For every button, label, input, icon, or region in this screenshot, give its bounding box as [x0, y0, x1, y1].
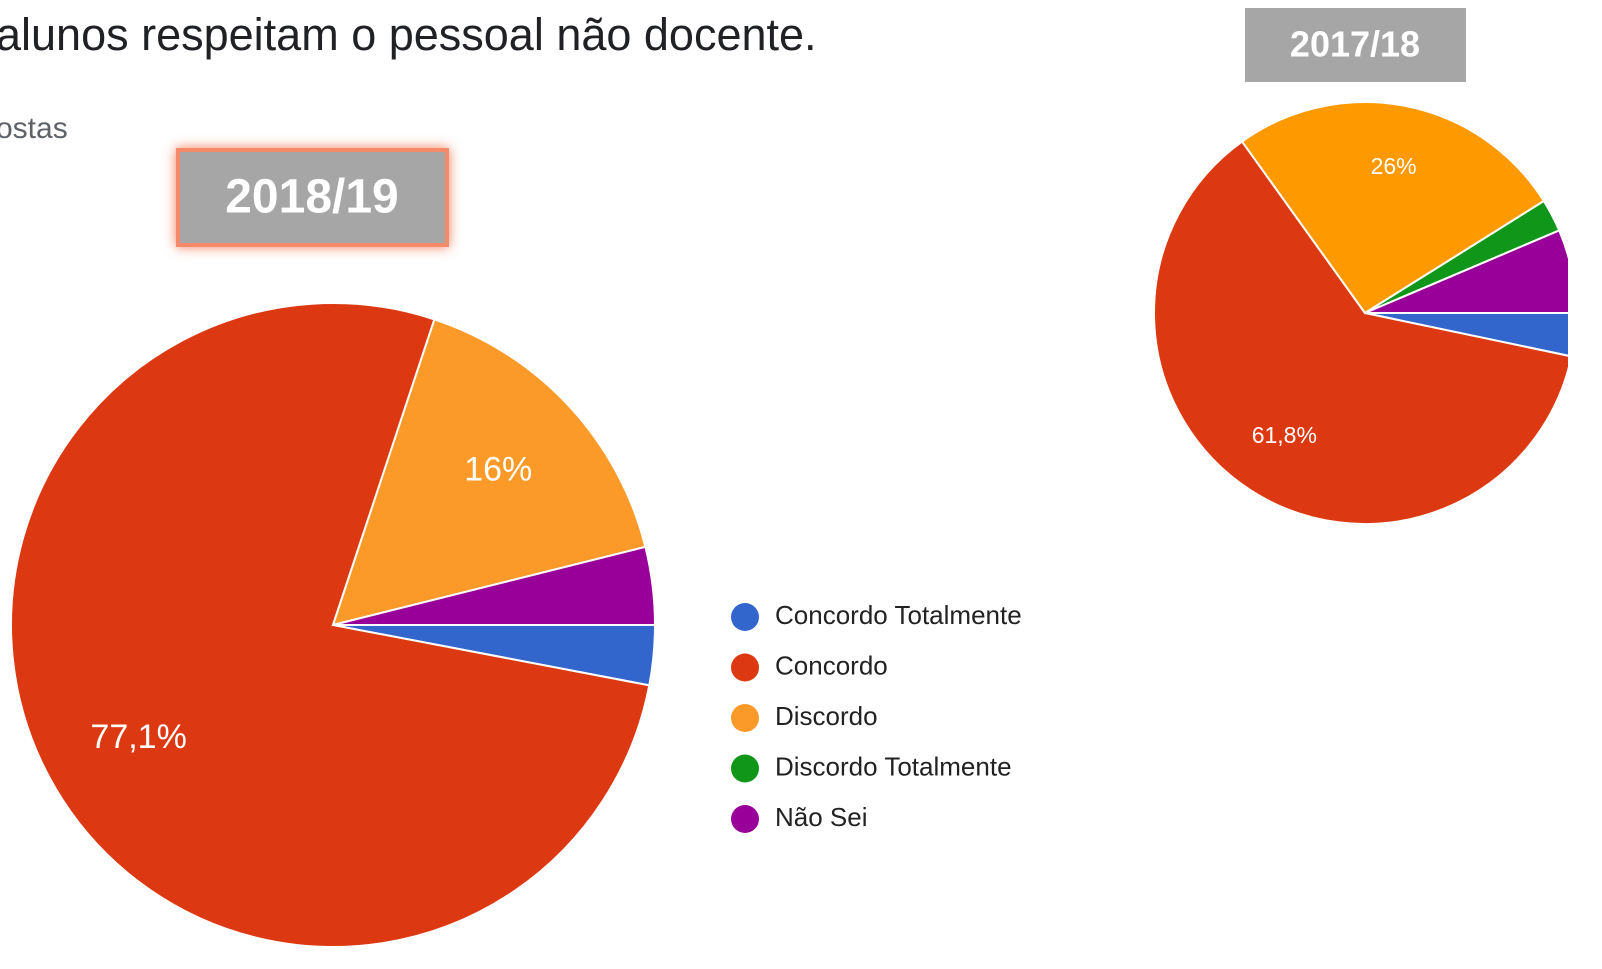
pie-slice	[332, 545, 657, 626]
legend-swatch	[731, 653, 759, 682]
pie-slice	[1240, 101, 1546, 315]
year-badge	[176, 148, 449, 247]
year-badge	[1245, 8, 1466, 82]
year-badge-label: 2018/19	[225, 171, 399, 224]
legend-swatch	[731, 754, 759, 783]
legend-label: Discordo Totalmente	[775, 751, 1012, 781]
pie-slice	[10, 302, 651, 948]
pie-chart: 77,1% 16%	[10, 302, 657, 948]
legend-label: Concordo Totalmente	[775, 600, 1022, 630]
pie-slice	[1153, 140, 1568, 525]
slice-label: 77,1%	[90, 718, 186, 756]
slice-label: 16%	[464, 451, 532, 489]
legend-swatch	[731, 805, 759, 833]
year-badge-label: 2017/18	[1290, 24, 1420, 65]
slice-label: 26%	[1371, 153, 1417, 179]
legend-label: Discordo	[775, 701, 878, 731]
legend-swatch	[731, 603, 759, 631]
legend-swatch	[731, 704, 759, 732]
legend: Concordo Totalmente Concordo Discordo Disco…	[731, 600, 1022, 833]
slice-label: 61,8%	[1252, 422, 1317, 448]
legend-label: Não Sei	[775, 802, 868, 832]
pie-slice	[1364, 312, 1568, 357]
page-title: alunos respeitam o pessoal não docente.	[0, 9, 817, 60]
response-count: ostas	[0, 112, 68, 145]
pie-chart: 61,8% 26%	[1153, 101, 1568, 525]
pie-slice	[1364, 229, 1568, 314]
legend-label: Concordo	[775, 650, 888, 680]
pie-slice	[331, 318, 647, 627]
